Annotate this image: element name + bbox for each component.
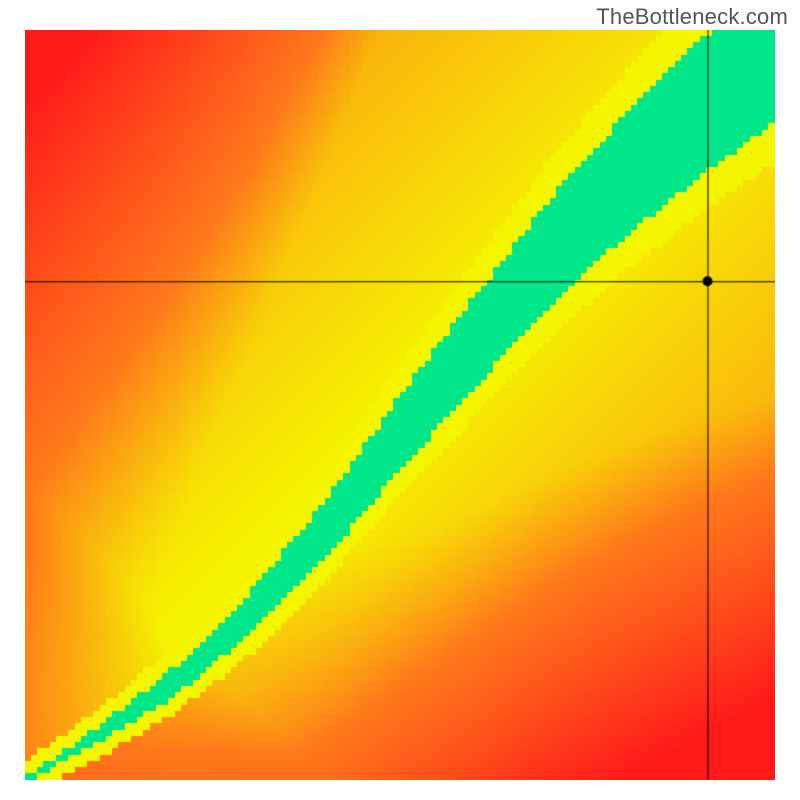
bottleneck-heatmap	[25, 30, 775, 780]
chart-container: TheBottleneck.com	[0, 0, 800, 800]
watermark-text: TheBottleneck.com	[596, 4, 788, 30]
